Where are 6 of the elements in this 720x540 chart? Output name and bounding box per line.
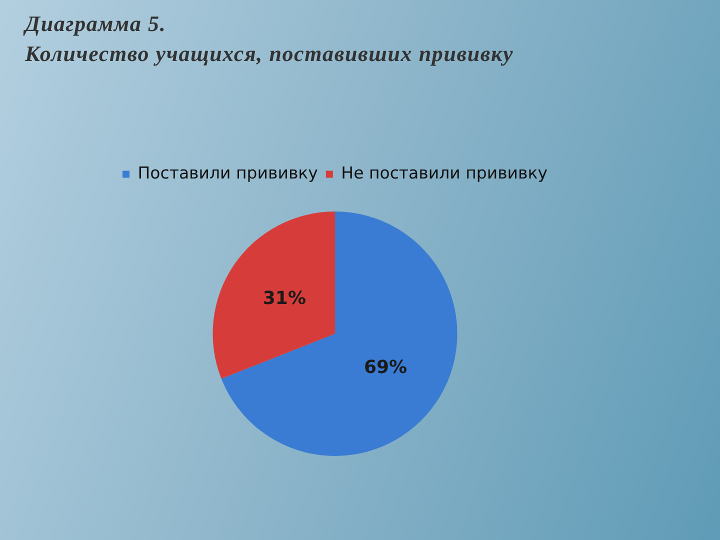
legend-label: Поставили прививку — [138, 164, 318, 183]
legend-label: Не поставили прививку — [341, 164, 548, 183]
data-label: 31% — [262, 288, 306, 310]
chart-subtitle: Количество учащихся, поставивших прививку — [25, 40, 514, 68]
chart-title: Диаграмма 5. — [25, 10, 168, 38]
data-label: 69% — [364, 356, 408, 378]
